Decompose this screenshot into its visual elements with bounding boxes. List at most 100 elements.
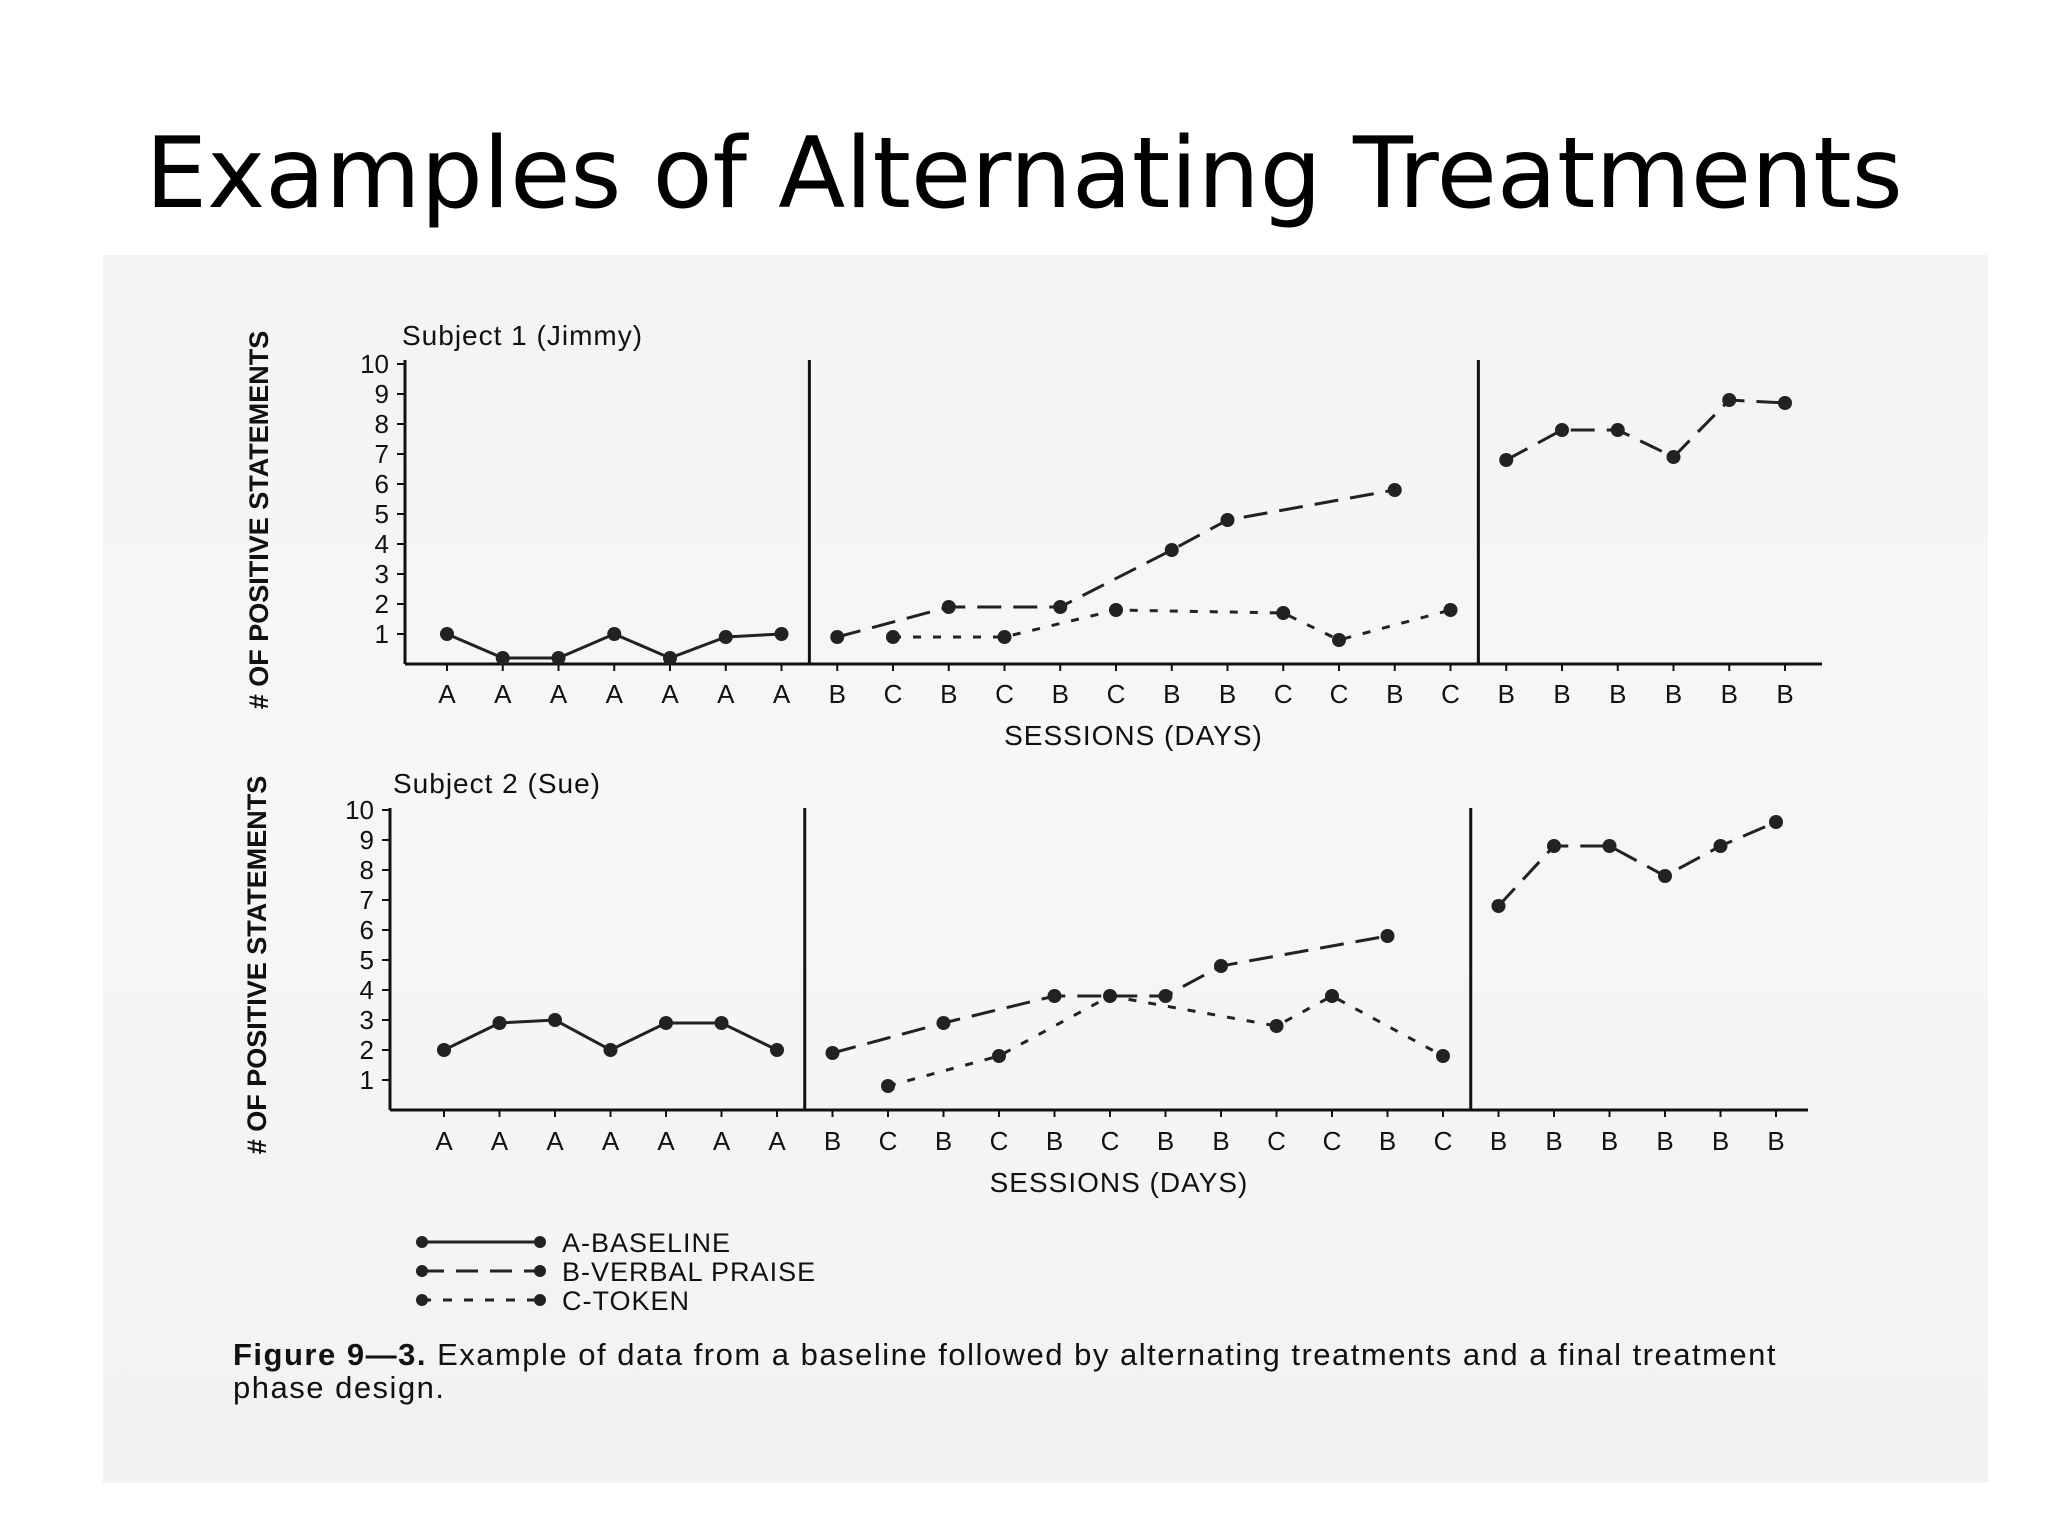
legend-label: A-BASELINE	[562, 1228, 732, 1258]
y-tick-label: 10	[360, 349, 389, 379]
x-tick-label: C	[1441, 679, 1460, 709]
data-point-A	[492, 1016, 507, 1030]
data-point-B	[1722, 393, 1737, 407]
x-tick-label: B	[829, 679, 846, 709]
x-tick-label: C	[1323, 1126, 1342, 1156]
solid-line-legend-icon	[416, 1236, 546, 1248]
x-tick-label: B	[1379, 1126, 1396, 1156]
data-point-B	[1380, 929, 1395, 943]
data-point-B	[1158, 989, 1173, 1003]
data-point-C	[992, 1049, 1006, 1063]
x-tick-label: A	[657, 1126, 675, 1156]
data-point-A	[495, 651, 510, 665]
legend-label: C-TOKEN	[562, 1286, 691, 1316]
data-point-A	[770, 1043, 784, 1057]
x-tick-label: B	[1553, 679, 1570, 709]
data-point-B	[1610, 423, 1625, 437]
series-line-C	[893, 608, 1451, 642]
x-tick-label: B	[1163, 679, 1180, 709]
data-point-B	[1214, 959, 1228, 973]
data-point-B	[1555, 423, 1569, 437]
x-tick-label: C	[1267, 1126, 1286, 1156]
data-point-C	[1325, 989, 1339, 1003]
y-tick-label: 8	[360, 855, 374, 885]
y-tick-label: 5	[360, 945, 374, 975]
x-tick-label: B	[824, 1126, 841, 1156]
y-tick-label: 7	[375, 439, 389, 469]
x-tick-label: B	[1656, 1126, 1673, 1156]
data-point-B	[1387, 483, 1402, 497]
data-point-A	[548, 1013, 562, 1027]
y-tick-label: 2	[375, 589, 389, 619]
legend-item-baseline: A-BASELINE	[412, 1228, 1012, 1258]
data-point-A	[663, 651, 677, 665]
series-line-B	[1505, 398, 1786, 462]
x-tick-label: C	[995, 679, 1014, 709]
x-tick-label: A	[717, 679, 735, 709]
x-tick-label: B	[1046, 1126, 1063, 1156]
x-tick-label: B	[940, 679, 957, 709]
series-line-B	[836, 488, 1396, 639]
x-tick-label: A	[550, 679, 568, 709]
data-point-A	[714, 1016, 729, 1030]
x-tick-label: B	[1386, 679, 1403, 709]
y-tick-label: 5	[375, 499, 389, 529]
chart-title: Subject 2 (Sue)	[393, 768, 601, 799]
x-tick-label: B	[1490, 1126, 1507, 1156]
data-point-C	[1269, 1019, 1284, 1033]
x-tick-label: B	[1712, 1126, 1729, 1156]
data-point-B	[830, 630, 845, 644]
y-tick-label: 1	[360, 1065, 374, 1095]
data-point-A	[437, 1043, 451, 1057]
y-tick-label: 10	[345, 795, 374, 825]
data-point-B	[1053, 600, 1068, 614]
slide-title: Examples of Alternating Treatments	[145, 117, 1903, 231]
data-point-B	[1778, 396, 1792, 410]
data-point-A	[603, 1043, 618, 1057]
x-tick-label: A	[494, 679, 512, 709]
data-point-B	[825, 1046, 840, 1060]
x-tick-label: C	[1101, 1126, 1120, 1156]
data-point-B	[1499, 453, 1514, 467]
data-point-B	[1220, 513, 1235, 527]
x-tick-label: C	[884, 679, 903, 709]
y-tick-label: 9	[375, 379, 389, 409]
x-tick-label: A	[661, 679, 679, 709]
legend-item-token: C-TOKEN	[412, 1286, 1012, 1316]
y-tick-label: 7	[360, 885, 374, 915]
x-tick-label: B	[1498, 679, 1515, 709]
y-axis-label: # OF POSITIVE STATEMENTS	[242, 776, 272, 1155]
legend: A-BASELINE B-VERBAL PRAISE C-TOKEN	[412, 1228, 1012, 1316]
dotted-line-legend-icon	[416, 1294, 546, 1306]
series-line-C	[887, 994, 1444, 1088]
data-point-A	[607, 627, 622, 641]
x-tick-label: C	[1434, 1126, 1453, 1156]
y-tick-label: 3	[360, 1005, 374, 1035]
x-tick-label: C	[1274, 679, 1293, 709]
y-axis-label: # OF POSITIVE STATEMENTS	[244, 331, 274, 710]
x-tick-label: A	[768, 1126, 786, 1156]
data-point-C	[1436, 1049, 1450, 1063]
x-tick-label: B	[1545, 1126, 1562, 1156]
dashed-line-legend-icon	[416, 1265, 546, 1277]
x-tick-label: C	[879, 1126, 898, 1156]
data-point-B	[1658, 869, 1672, 883]
x-tick-label: A	[602, 1126, 620, 1156]
x-axis-label: SESSIONS (DAYS)	[1004, 720, 1263, 751]
x-tick-label: B	[1776, 679, 1793, 709]
x-axis-label: SESSIONS (DAYS)	[990, 1167, 1249, 1198]
legend-label: B-VERBAL PRAISE	[562, 1257, 817, 1287]
data-point-C	[881, 1079, 895, 1093]
caption-text: Example of data from a baseline followed…	[233, 1337, 1778, 1405]
y-tick-label: 6	[375, 469, 389, 499]
data-point-A	[774, 627, 789, 641]
x-tick-label: C	[1330, 679, 1349, 709]
y-tick-label: 8	[375, 409, 389, 439]
data-point-C	[997, 630, 1012, 644]
chart-title: Subject 1 (Jimmy)	[402, 320, 643, 351]
x-tick-label: B	[1157, 1126, 1174, 1156]
data-point-C	[1443, 603, 1458, 617]
y-tick-label: 3	[375, 559, 389, 589]
y-tick-label: 6	[360, 915, 374, 945]
